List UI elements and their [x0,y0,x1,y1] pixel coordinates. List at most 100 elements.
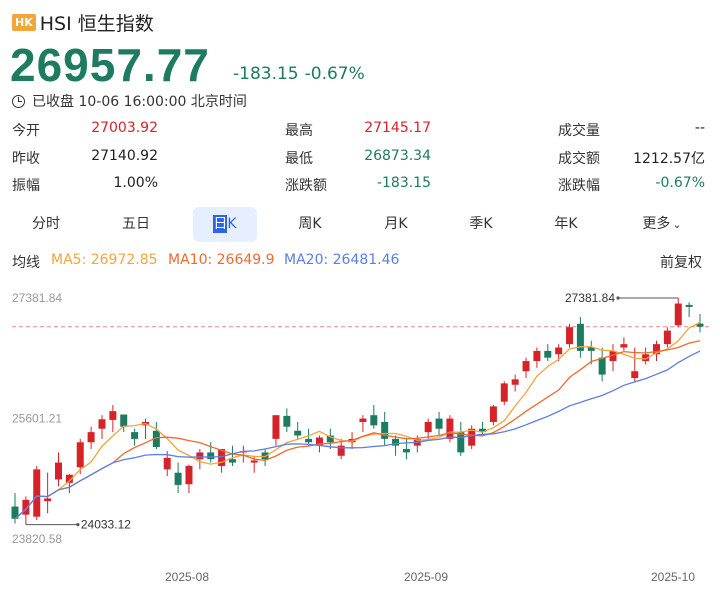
clock-icon [12,94,25,108]
tab-weekly-k[interactable]: 周K [298,216,322,232]
market-status: 已收盘 10-06 16:00:00 北京时间 [12,91,247,111]
stat-value-open: 27003.92 [91,120,158,136]
candle [294,430,302,436]
candle [663,330,671,345]
candle [152,430,160,448]
stat-value-turnover: 1212.57亿 [633,151,705,167]
chevron-down-icon: ⌄ [672,218,682,231]
candle [500,383,508,402]
candle [468,428,476,446]
stat-label: 最高 [285,123,313,139]
candle [642,354,650,362]
header: HK HSI 恒生指数 [12,9,154,36]
tab-daily-k[interactable]: 日K [193,207,257,242]
candle [402,449,410,453]
candle [174,472,182,485]
candle [65,474,73,483]
ma20-line [14,350,701,520]
stat-label: 涨跌幅 [558,178,600,194]
x-tick-label: 2025-09 [404,570,448,584]
candle [435,418,443,429]
candle [98,419,106,429]
ma10-value: MA10: 26649.9 [168,252,275,268]
candle [653,344,661,355]
ma5-line [14,321,701,520]
stat-value-prev-close: 27140.92 [91,148,158,164]
candle [598,357,606,375]
candle [631,371,639,378]
tab-more[interactable]: 更多 ⌄ [634,207,690,242]
candle [511,379,519,385]
candle [446,418,454,439]
candle [587,347,595,351]
x-tick-label: 2025-08 [165,570,209,584]
index-title: HSI 恒生指数 [39,13,154,35]
y-tick-label: 25601.21 [12,412,62,426]
change-percent: -0.67% [304,64,365,84]
candle [315,437,323,446]
stat-label: 成交额 [558,151,600,167]
min-dot [76,523,80,527]
stat-value-change-pct: -0.67% [655,175,705,191]
ma20-value: MA20: 26481.46 [284,252,400,268]
candle [163,457,171,470]
candle [337,445,345,456]
candle [381,421,389,439]
max-dot [616,296,620,300]
stat-label: 振幅 [12,178,40,194]
stats-row: 昨收 27140.92 最低 26873.34 成交额 1212.57亿 [12,148,708,174]
y-tick-label: 27381.84 [12,291,62,305]
ma10-line [14,340,701,520]
candle [620,344,628,348]
candle [87,432,95,443]
max-label: 27381.84 [565,291,615,305]
stats-row: 振幅 1.00% 涨跌额 -183.15 涨跌幅 -0.67% [12,175,708,201]
candle [33,469,41,517]
candle [576,323,584,351]
stat-label: 昨收 [12,151,40,167]
candle [218,449,226,466]
tab-monthly-k[interactable]: 月K [384,216,408,232]
candle [522,361,530,372]
candle [272,415,280,439]
ma5-value: MA5: 26972.85 [51,252,158,268]
period-tabs: 分时 五日 日K 周K 月K 季K 年K 更多 ⌄ [12,207,708,243]
candle [696,323,704,327]
candle [305,438,313,443]
candle [11,506,19,519]
tab-more-label: 更多 [642,216,671,232]
candle [489,406,497,422]
adjust-button[interactable]: 前复权 [660,255,702,271]
candle [674,303,682,326]
candle [370,415,378,426]
stat-label: 今开 [12,123,40,139]
last-price: 26957.77 [10,39,210,91]
stat-label: 最低 [285,151,313,167]
stats-row: 今开 27003.92 最高 27145.17 成交量 -- [12,120,708,146]
candle [326,435,334,443]
kline-chart[interactable]: 27381.84 25601.21 23820.58 2025-08 2025-09 20… [0,280,720,589]
tab-intraday[interactable]: 分时 [32,216,60,232]
tab-five-day[interactable]: 五日 [122,216,150,232]
candle [555,347,563,355]
min-label: 24033.12 [81,518,131,532]
status-text: 已收盘 10-06 16:00:00 北京时间 [32,94,247,110]
candle [359,418,367,422]
candle [424,421,432,433]
candle [685,304,693,307]
candle [185,465,193,485]
tab-yearly-k[interactable]: 年K [554,216,578,232]
candle [609,350,617,362]
candle [120,414,128,427]
candle [544,350,552,358]
candle [392,438,400,446]
candle [131,432,139,439]
y-tick-label: 23820.58 [12,532,62,546]
candle [54,462,62,480]
tab-quarterly-k[interactable]: 季K [469,216,493,232]
candle [109,411,117,420]
candle [76,442,84,468]
stat-label: 涨跌额 [285,178,327,194]
change-amount: -183.15 [233,64,299,84]
candle [228,459,236,463]
